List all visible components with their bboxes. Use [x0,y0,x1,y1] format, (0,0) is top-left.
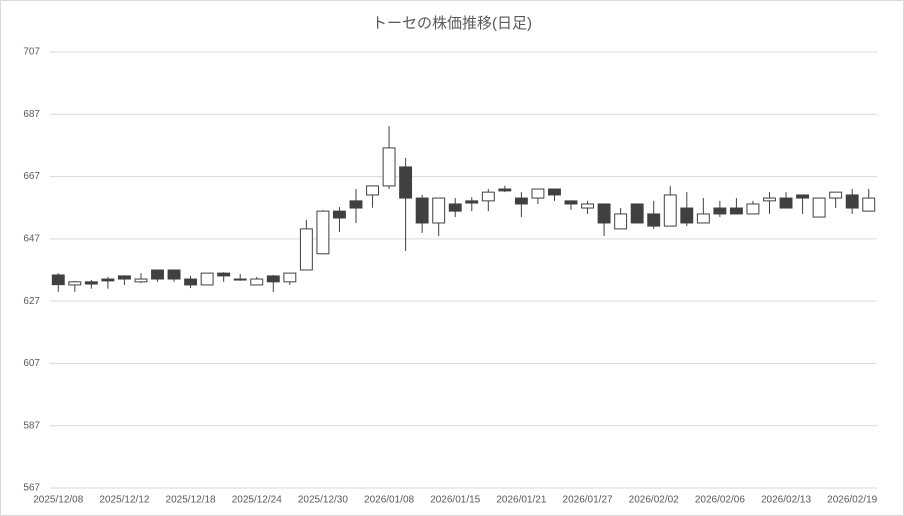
candle-body [597,203,611,224]
candle-body [630,203,644,224]
candle-body [498,188,512,192]
candle-body [746,203,760,215]
candle-body [217,272,231,277]
candle-body [283,272,297,283]
candle-body [696,213,710,224]
y-tick-label: 587 [23,420,40,431]
x-tick-label: 2026/02/02 [629,495,679,506]
candle-body [829,191,843,199]
x-tick-label: 2026/01/15 [430,495,480,506]
candle-body [68,281,82,286]
y-tick-label: 567 [23,483,40,494]
candle-body [779,197,793,209]
y-tick-label: 607 [23,358,40,369]
x-tick-label: 2025/12/24 [232,495,282,506]
candle-body [349,200,363,209]
y-tick-label: 687 [23,109,40,120]
candle-body [663,194,677,227]
candle-body [680,207,694,224]
candle-body [415,197,429,224]
candle-body [729,207,743,215]
x-tick-label: 2026/02/19 [827,495,877,506]
candle-body [366,185,379,196]
candle-body [316,210,330,255]
candle-body [812,197,826,218]
candle-body [514,197,528,205]
candle-body [117,275,131,280]
candle-body [564,200,578,205]
candle-body [581,203,595,209]
candle-body [763,197,776,202]
candle-body [845,194,859,209]
candle-body [713,207,727,215]
x-tick-label: 2026/02/13 [761,495,811,506]
candle-body [614,213,628,230]
y-tick-label: 627 [23,296,40,307]
candle-body [200,272,214,286]
candle-body [299,228,313,271]
candle-body [84,281,98,285]
candle-body [796,194,810,199]
candle-body [382,147,396,187]
candle-body [151,269,164,280]
candle-body [399,166,413,199]
candle-body [266,275,280,283]
x-tick-label: 2026/01/21 [496,495,546,506]
candle-body [51,274,65,286]
candle-body [531,188,545,199]
candle-body [233,278,247,281]
y-tick-label: 667 [23,171,40,182]
candle-body [332,210,346,219]
candle-body [862,197,876,212]
x-tick-label: 2026/01/27 [563,495,613,506]
x-tick-label: 2025/12/12 [99,495,149,506]
candle-body [250,278,264,286]
candle-body [167,269,181,280]
candle-body [548,188,561,196]
candle-body [465,200,479,204]
chart-title: トーセの株価推移(日足) [372,15,532,32]
candle-body [448,203,462,212]
candle-body [647,213,661,227]
candle-body [481,191,495,202]
candle-body [184,278,198,286]
x-tick-label: 2026/02/06 [695,495,745,506]
x-tick-label: 2025/12/18 [166,495,216,506]
x-tick-label: 2026/01/08 [364,495,414,506]
y-tick-label: 707 [23,47,40,58]
y-tick-label: 647 [23,233,40,244]
candle-body [134,278,148,283]
candle-body [432,197,446,224]
x-tick-label: 2025/12/08 [33,495,83,506]
candle-body [101,278,115,282]
x-tick-label: 2025/12/30 [298,495,348,506]
